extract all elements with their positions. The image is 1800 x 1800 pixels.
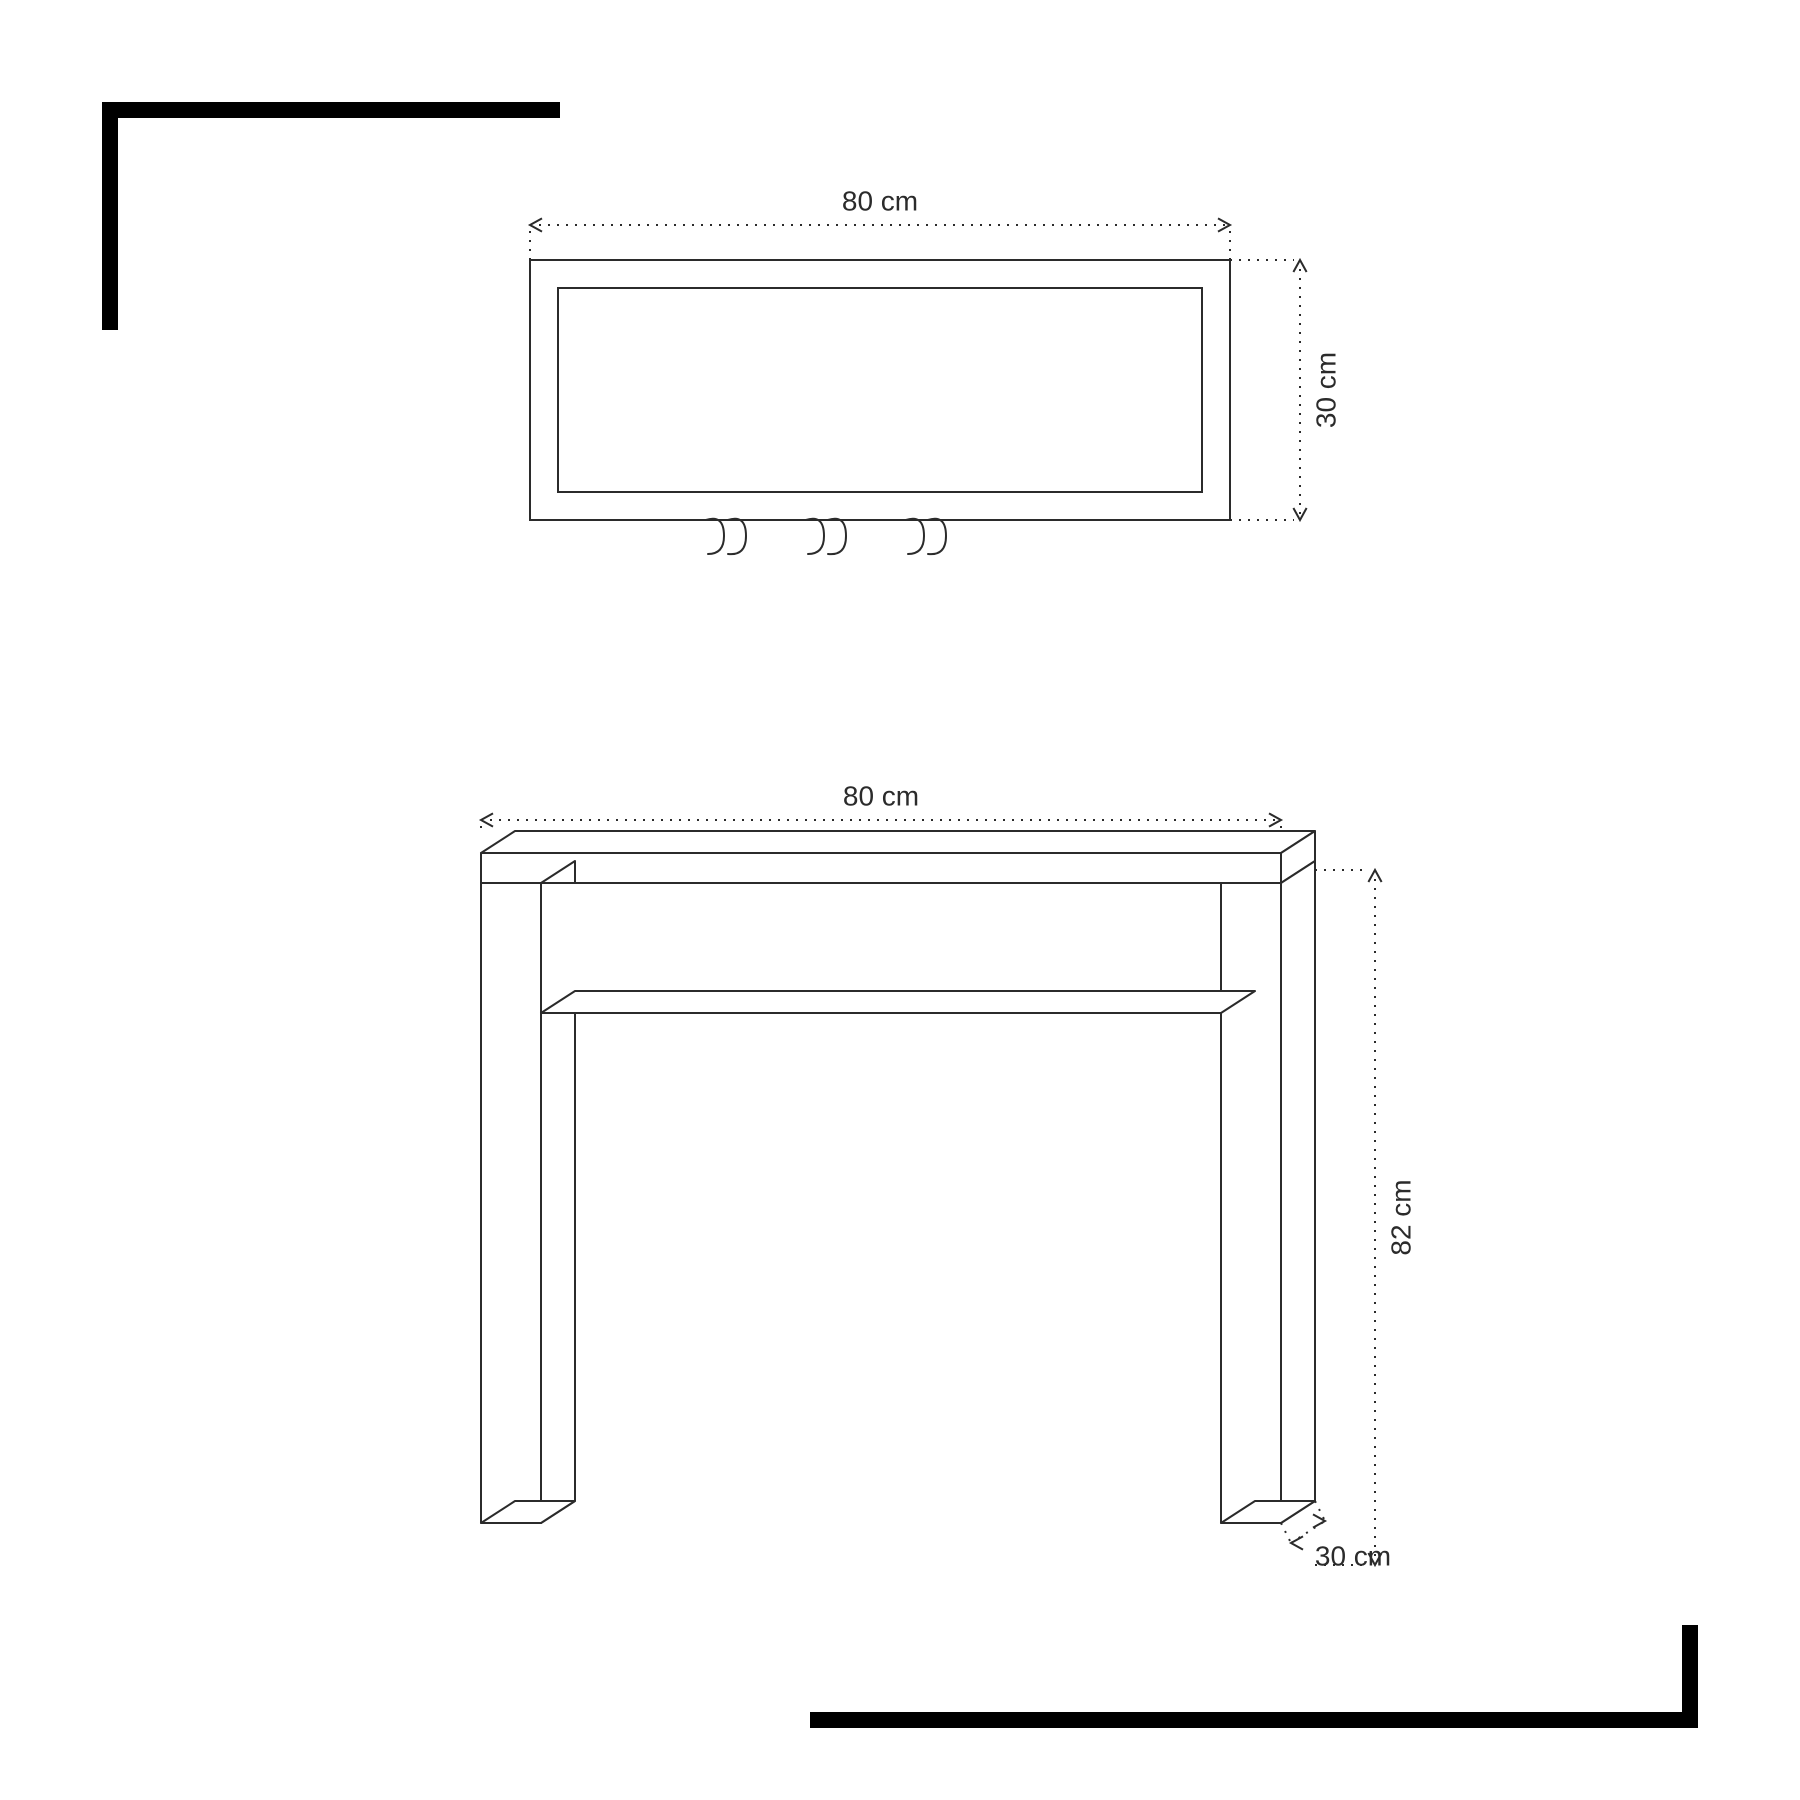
dimension-label: 82 cm	[1385, 1179, 1416, 1255]
dimension-label: 80 cm	[842, 185, 918, 216]
dimension-label: 30 cm	[1310, 352, 1341, 428]
dimension-label: 80 cm	[843, 780, 919, 811]
dimension-label: 30 cm	[1315, 1540, 1391, 1571]
diagram-stage: 80 cm 30 cm 80 cm 82 cm 30 cm	[0, 0, 1800, 1800]
